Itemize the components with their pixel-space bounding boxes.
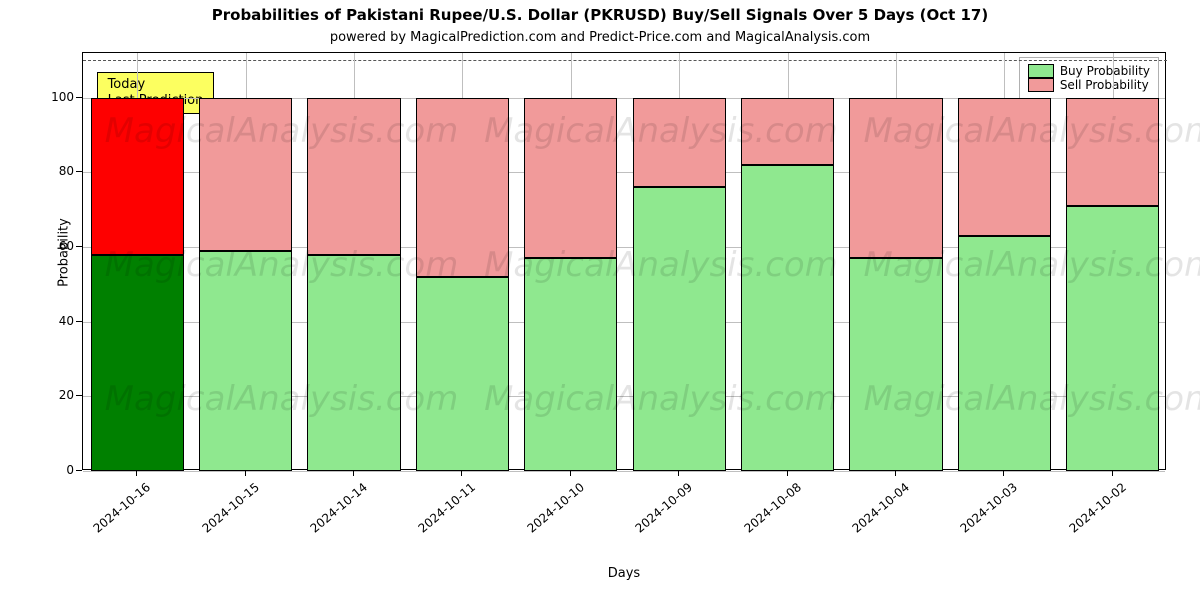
x-tick-mark bbox=[787, 470, 788, 476]
x-tick-label: 2024-10-08 bbox=[726, 480, 804, 549]
bar-sell bbox=[416, 98, 509, 277]
y-tick-mark bbox=[76, 470, 82, 471]
chart-title: Probabilities of Pakistani Rupee/U.S. Do… bbox=[0, 6, 1200, 24]
y-tick-mark bbox=[76, 246, 82, 247]
bar-buy bbox=[416, 277, 509, 471]
today-line-1: Today bbox=[108, 77, 204, 93]
x-tick-label: 2024-10-03 bbox=[942, 480, 1020, 549]
legend-item: Sell Probability bbox=[1028, 78, 1150, 92]
legend-swatch bbox=[1028, 64, 1054, 78]
x-tick-label: 2024-10-04 bbox=[834, 480, 912, 549]
y-tick-mark bbox=[76, 321, 82, 322]
legend: Buy ProbabilitySell Probability bbox=[1019, 57, 1159, 99]
y-tick-label: 20 bbox=[34, 388, 74, 402]
chart-container: Probabilities of Pakistani Rupee/U.S. Do… bbox=[0, 0, 1200, 600]
x-tick-mark bbox=[245, 470, 246, 476]
bar-sell bbox=[849, 98, 942, 258]
bar-buy bbox=[307, 255, 400, 471]
y-tick-label: 40 bbox=[34, 314, 74, 328]
y-tick-mark bbox=[76, 171, 82, 172]
y-tick-label: 100 bbox=[34, 90, 74, 104]
plot-area: Buy ProbabilitySell Probability Today La… bbox=[82, 52, 1166, 470]
x-tick-label: 2024-10-10 bbox=[509, 480, 587, 549]
x-tick-mark bbox=[1003, 470, 1004, 476]
y-tick-label: 0 bbox=[34, 463, 74, 477]
x-axis-label: Days bbox=[82, 566, 1166, 581]
bar-sell bbox=[307, 98, 400, 255]
y-tick-label: 60 bbox=[34, 239, 74, 253]
x-tick-label: 2024-10-16 bbox=[75, 480, 153, 549]
x-tick-label: 2024-10-11 bbox=[400, 480, 478, 549]
bar-buy bbox=[741, 165, 834, 471]
x-tick-label: 2024-10-02 bbox=[1051, 480, 1129, 549]
legend-label: Sell Probability bbox=[1060, 78, 1149, 92]
bar-buy bbox=[958, 236, 1051, 471]
x-tick-mark bbox=[353, 470, 354, 476]
bar-sell bbox=[91, 98, 184, 255]
x-tick-label: 2024-10-14 bbox=[292, 480, 370, 549]
bar-sell bbox=[958, 98, 1051, 236]
bar-buy bbox=[199, 251, 292, 471]
bar-buy bbox=[1066, 206, 1159, 471]
x-tick-mark bbox=[136, 470, 137, 476]
legend-item: Buy Probability bbox=[1028, 64, 1150, 78]
legend-swatch bbox=[1028, 78, 1054, 92]
bar-sell bbox=[741, 98, 834, 165]
chart-subtitle: powered by MagicalPrediction.com and Pre… bbox=[0, 30, 1200, 45]
x-tick-mark bbox=[678, 470, 679, 476]
x-tick-mark bbox=[895, 470, 896, 476]
bar-sell bbox=[199, 98, 292, 251]
bar-buy bbox=[849, 258, 942, 471]
bar-sell bbox=[1066, 98, 1159, 206]
legend-label: Buy Probability bbox=[1060, 64, 1150, 78]
y-tick-mark bbox=[76, 395, 82, 396]
y-tick-label: 80 bbox=[34, 164, 74, 178]
x-tick-mark bbox=[1112, 470, 1113, 476]
bar-buy bbox=[524, 258, 617, 471]
bar-sell bbox=[633, 98, 726, 188]
x-tick-mark bbox=[570, 470, 571, 476]
bar-sell bbox=[524, 98, 617, 258]
bar-buy bbox=[633, 187, 726, 471]
bar-buy bbox=[91, 255, 184, 471]
y-tick-mark bbox=[76, 97, 82, 98]
x-tick-label: 2024-10-09 bbox=[617, 480, 695, 549]
x-tick-label: 2024-10-15 bbox=[184, 480, 262, 549]
x-tick-mark bbox=[461, 470, 462, 476]
